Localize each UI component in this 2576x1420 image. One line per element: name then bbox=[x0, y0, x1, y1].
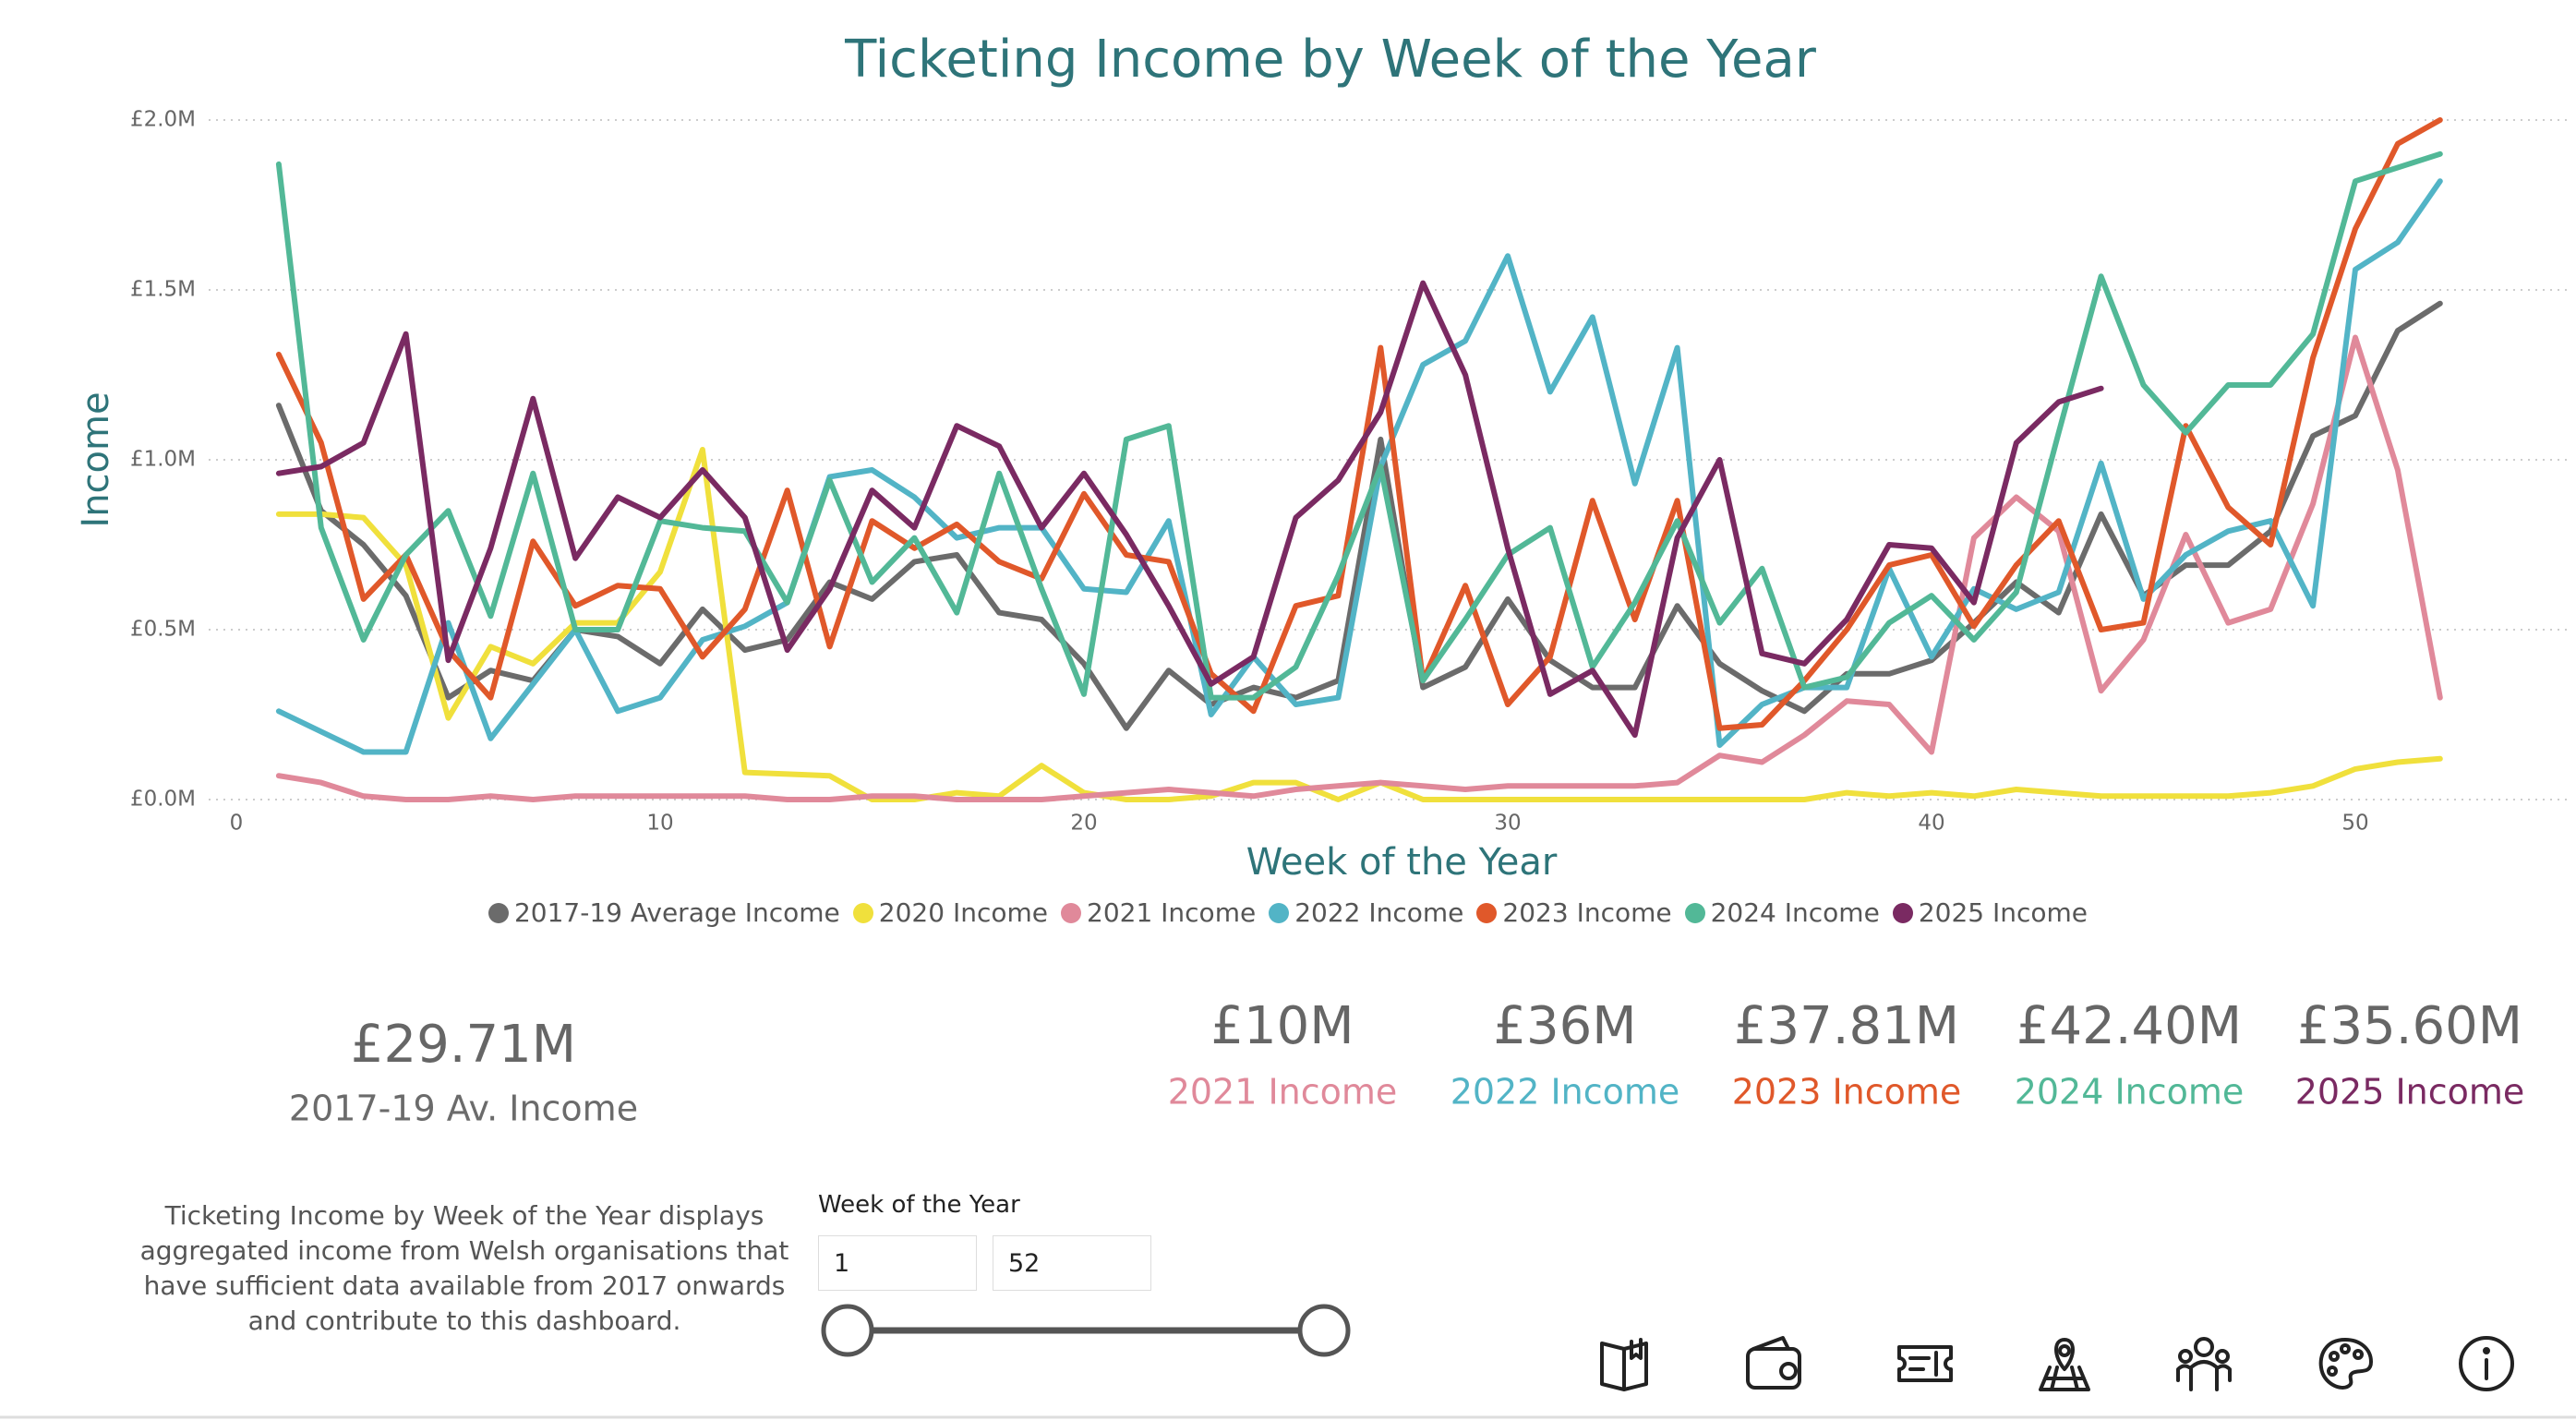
kpi-label: 2024 Income bbox=[2015, 1072, 2245, 1113]
x-tick-label: 10 bbox=[646, 812, 673, 836]
people-icon[interactable] bbox=[2176, 1337, 2232, 1391]
slider-handle[interactable] bbox=[821, 1304, 874, 1357]
series-line bbox=[275, 117, 2443, 731]
book-icon[interactable] bbox=[1600, 1338, 1648, 1391]
slider-label: Week of the Year bbox=[818, 1191, 1020, 1219]
x-tick-label: 40 bbox=[1918, 812, 1944, 836]
legend-label: 2020 Income bbox=[878, 897, 1048, 928]
kpi-label: 2025 Income bbox=[2295, 1072, 2525, 1113]
kpi-value: £35.60M bbox=[2297, 996, 2522, 1056]
legend-marker bbox=[1476, 902, 1498, 923]
x-tick-label: 20 bbox=[1070, 812, 1097, 836]
kpi-value: £10M bbox=[1210, 996, 1354, 1056]
y-tick-label: £0.0M bbox=[130, 788, 196, 812]
kpi-label: 2021 Income bbox=[1168, 1072, 1398, 1113]
legend-item[interactable]: 2024 Income bbox=[1684, 897, 1880, 928]
legend-item[interactable]: 2021 Income bbox=[1061, 897, 1256, 928]
legend-marker bbox=[488, 902, 509, 923]
slider-handle[interactable] bbox=[1297, 1304, 1351, 1357]
y-axis-label: Income bbox=[75, 391, 117, 527]
series-line bbox=[275, 447, 2443, 802]
x-tick-label: 50 bbox=[2341, 812, 2368, 836]
map-icon[interactable] bbox=[2039, 1338, 2090, 1391]
kpi-value: £29.71M bbox=[351, 1015, 576, 1075]
description: Ticketing Income by Week of the Year dis… bbox=[139, 1200, 789, 1336]
legend: 2017-19 Average Income 2020 Income 2021 In… bbox=[0, 897, 2576, 928]
series-line bbox=[275, 300, 2443, 731]
y-tick-label: £0.5M bbox=[130, 618, 196, 642]
palette-icon[interactable] bbox=[2318, 1338, 2373, 1390]
legend-label: 2023 Income bbox=[1502, 897, 1672, 928]
kpi-value: £36M bbox=[1493, 996, 1636, 1056]
legend-item[interactable]: 2020 Income bbox=[852, 897, 1048, 928]
ticket-icon[interactable] bbox=[1897, 1345, 1953, 1382]
y-tick-label: £2.0M bbox=[130, 108, 196, 132]
kpi-label: 2023 Income bbox=[1732, 1072, 1962, 1113]
legend-marker bbox=[1269, 902, 1290, 923]
series-line bbox=[275, 178, 2443, 755]
x-axis-label: Week of the Year bbox=[1246, 841, 1558, 884]
legend-item[interactable]: 2025 Income bbox=[1892, 897, 2088, 928]
legend-item[interactable]: 2022 Income bbox=[1269, 897, 1463, 928]
legend-label: 2024 Income bbox=[1710, 897, 1880, 928]
legend-item[interactable]: 2017-19 Average Income bbox=[488, 897, 840, 928]
x-tick-label: 30 bbox=[1494, 812, 1521, 836]
legend-label: 2022 Income bbox=[1294, 897, 1464, 928]
kpi-value: £37.81M bbox=[1734, 996, 1959, 1056]
x-tick-label: 0 bbox=[230, 812, 244, 836]
legend-marker bbox=[852, 902, 873, 923]
plot-area: £0.0M £0.5M £1.0M £1.5M £2.0M 0 10 20 30 40 50 bbox=[130, 108, 2568, 836]
info-icon[interactable] bbox=[2459, 1336, 2514, 1391]
y-tick-label: £1.5M bbox=[130, 278, 196, 302]
slider-max-input[interactable]: 52 bbox=[993, 1235, 1151, 1291]
legend-marker bbox=[1892, 902, 1913, 923]
series-line bbox=[275, 150, 2443, 701]
slider-min-input[interactable]: 1 bbox=[818, 1235, 977, 1291]
kpi-label: 2022 Income bbox=[1451, 1072, 1680, 1113]
kpi-cards: £29.71M 2017-19 Av. Income £10M 2021 Income… bbox=[289, 996, 2524, 1128]
legend-marker bbox=[1684, 902, 1705, 923]
legend-label: 2017-19 Average Income bbox=[513, 897, 840, 928]
legend-marker bbox=[1061, 902, 1081, 923]
kpi-value: £42.40M bbox=[2016, 996, 2242, 1056]
legend-label: 2025 Income bbox=[1918, 897, 2088, 928]
series-line bbox=[275, 280, 2104, 739]
wallet-icon[interactable] bbox=[1746, 1336, 1801, 1390]
legend-label: 2021 Income bbox=[1087, 897, 1257, 928]
y-tick-label: £1.0M bbox=[130, 448, 196, 472]
legend-item[interactable]: 2023 Income bbox=[1476, 897, 1672, 928]
chart-title: Ticketing Income by Week of the Year bbox=[844, 30, 1817, 90]
series-line bbox=[275, 334, 2443, 802]
kpi-label: 2017-19 Av. Income bbox=[289, 1089, 638, 1129]
